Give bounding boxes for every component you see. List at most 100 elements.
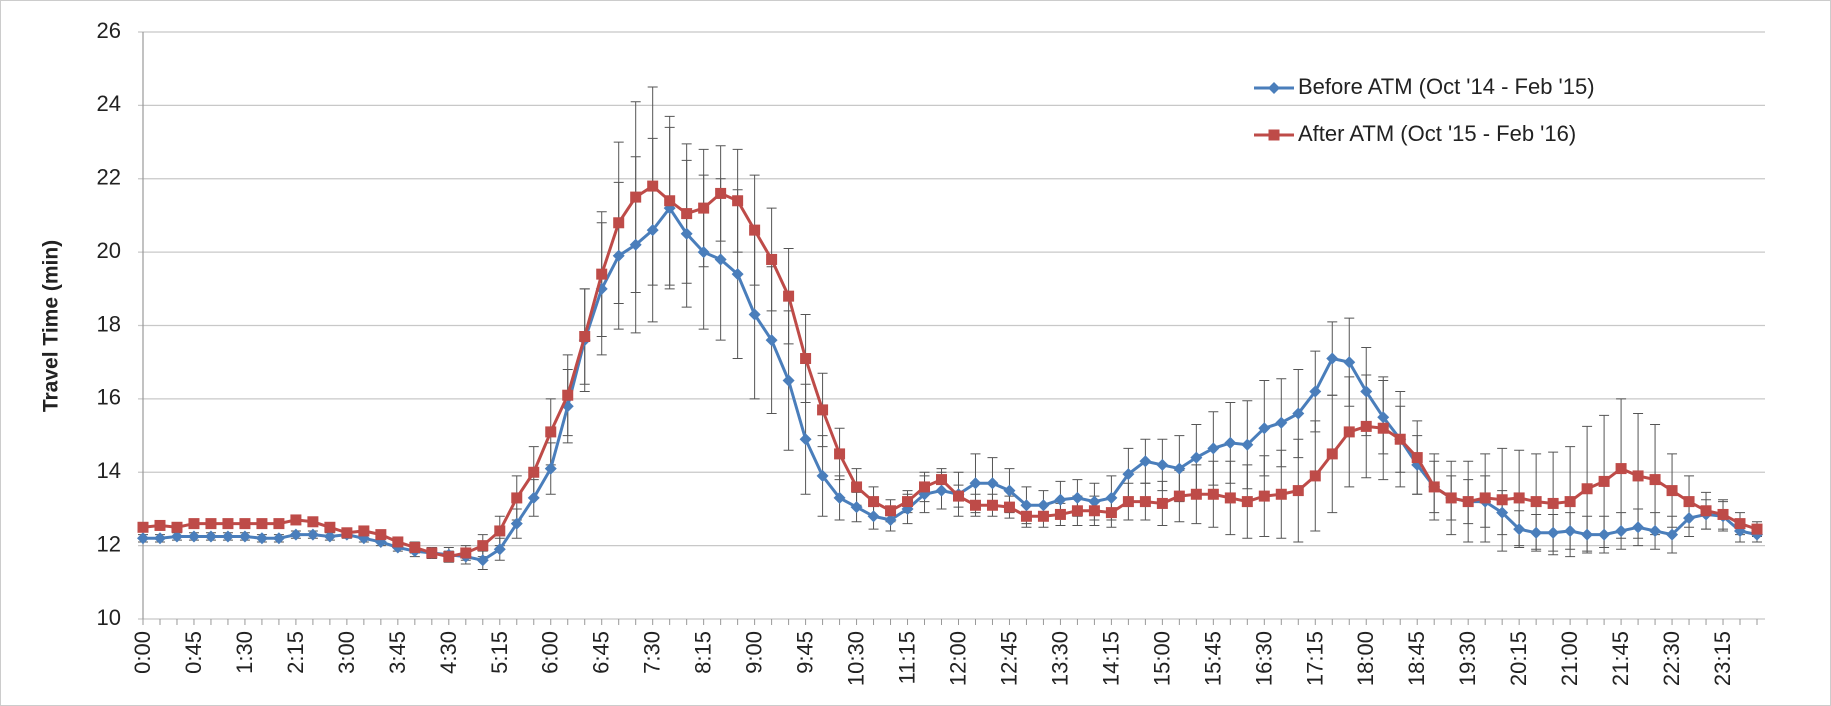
point-marker xyxy=(1224,492,1236,504)
point-marker xyxy=(1428,481,1440,493)
x-tick-label: 3:00 xyxy=(334,631,359,674)
point-marker xyxy=(153,532,166,545)
point-marker xyxy=(477,540,489,552)
point-marker xyxy=(698,202,710,214)
x-tick-label: 1:30 xyxy=(232,631,257,674)
point-marker xyxy=(1377,422,1389,434)
point-marker xyxy=(221,530,234,543)
point-marker xyxy=(935,484,948,497)
point-marker xyxy=(1275,488,1287,500)
x-tick-label: 10:30 xyxy=(844,631,869,686)
point-marker xyxy=(1615,524,1628,537)
point-marker xyxy=(833,491,846,504)
point-marker xyxy=(1717,508,1729,520)
x-tick-label: 7:30 xyxy=(640,631,665,674)
x-tick-label: 22:30 xyxy=(1659,631,1684,686)
point-marker xyxy=(511,492,523,504)
legend-marker xyxy=(1268,82,1280,94)
x-tick-label: 6:45 xyxy=(589,631,614,674)
point-marker xyxy=(868,496,880,508)
point-marker xyxy=(154,519,166,531)
point-marker xyxy=(783,290,795,302)
point-marker xyxy=(222,518,234,530)
point-marker xyxy=(1734,518,1746,530)
x-tick-label: 20:15 xyxy=(1506,631,1531,686)
point-marker xyxy=(969,477,982,490)
point-marker xyxy=(137,521,149,533)
point-marker xyxy=(1139,455,1152,468)
y-tick-label: 16 xyxy=(97,385,121,410)
point-marker xyxy=(1547,526,1560,539)
point-marker xyxy=(1122,468,1135,481)
point-marker xyxy=(680,227,693,240)
point-marker xyxy=(1241,496,1253,508)
point-marker xyxy=(884,513,897,526)
x-tick-label: 12:00 xyxy=(945,631,970,686)
point-marker xyxy=(324,521,336,533)
point-marker xyxy=(1530,496,1542,508)
point-marker xyxy=(460,547,472,559)
y-axis-title: Travel Time (min) xyxy=(40,240,63,412)
point-marker xyxy=(1037,499,1050,512)
point-marker xyxy=(476,554,489,567)
x-tick-label: 9:45 xyxy=(793,631,818,674)
point-marker xyxy=(528,466,540,478)
point-marker xyxy=(170,530,183,543)
point-marker xyxy=(1598,475,1610,487)
point-marker xyxy=(1088,505,1100,517)
point-marker xyxy=(1751,523,1763,535)
point-marker xyxy=(137,532,149,545)
x-tick-label: 12:45 xyxy=(996,631,1021,686)
point-marker xyxy=(1037,510,1049,522)
point-marker xyxy=(306,528,319,541)
point-marker xyxy=(850,501,863,514)
point-marker xyxy=(765,334,778,347)
x-tick-label: 4:30 xyxy=(436,631,461,674)
point-marker xyxy=(1190,488,1202,500)
point-marker xyxy=(697,246,710,259)
x-tick-label: 13:30 xyxy=(1047,631,1072,686)
point-marker xyxy=(936,474,948,486)
point-marker xyxy=(902,496,914,508)
point-marker xyxy=(1411,452,1423,464)
point-marker xyxy=(630,191,642,203)
x-tick-label: 15:00 xyxy=(1149,631,1174,686)
x-tick-label: 18:00 xyxy=(1353,631,1378,686)
point-marker xyxy=(1020,499,1033,512)
x-tick-label: 19:30 xyxy=(1455,631,1480,686)
x-tick-label: 21:00 xyxy=(1557,631,1582,686)
point-marker xyxy=(375,529,387,541)
point-marker xyxy=(714,253,727,266)
point-marker xyxy=(867,510,880,523)
x-tick-label: 15:45 xyxy=(1200,631,1225,686)
point-marker xyxy=(1496,494,1508,506)
point-marker xyxy=(817,404,829,416)
point-marker xyxy=(1071,505,1083,517)
point-marker xyxy=(1632,470,1644,482)
point-marker xyxy=(1071,491,1084,504)
x-tick-label: 9:00 xyxy=(742,631,767,674)
point-marker xyxy=(1377,411,1390,424)
x-tick-label: 2:15 xyxy=(283,631,308,674)
point-marker xyxy=(1581,528,1594,541)
point-marker xyxy=(986,499,998,511)
point-marker xyxy=(1054,493,1067,506)
x-tick-label: 14:15 xyxy=(1098,631,1123,686)
point-marker xyxy=(255,532,268,545)
point-marker xyxy=(1088,495,1101,508)
point-marker xyxy=(1173,462,1186,475)
point-marker xyxy=(749,224,761,236)
point-marker xyxy=(545,426,557,438)
legend-label: Before ATM (Oct '14 - Feb '15) xyxy=(1298,74,1595,99)
point-marker xyxy=(629,238,642,251)
point-marker xyxy=(493,543,506,556)
point-marker xyxy=(256,518,268,530)
x-tick-label: 23:15 xyxy=(1710,631,1735,686)
point-marker xyxy=(885,505,897,517)
point-marker xyxy=(782,374,795,387)
point-marker xyxy=(1139,496,1151,508)
point-marker xyxy=(307,516,319,528)
point-marker xyxy=(1173,490,1185,502)
y-tick-label: 10 xyxy=(97,605,121,630)
